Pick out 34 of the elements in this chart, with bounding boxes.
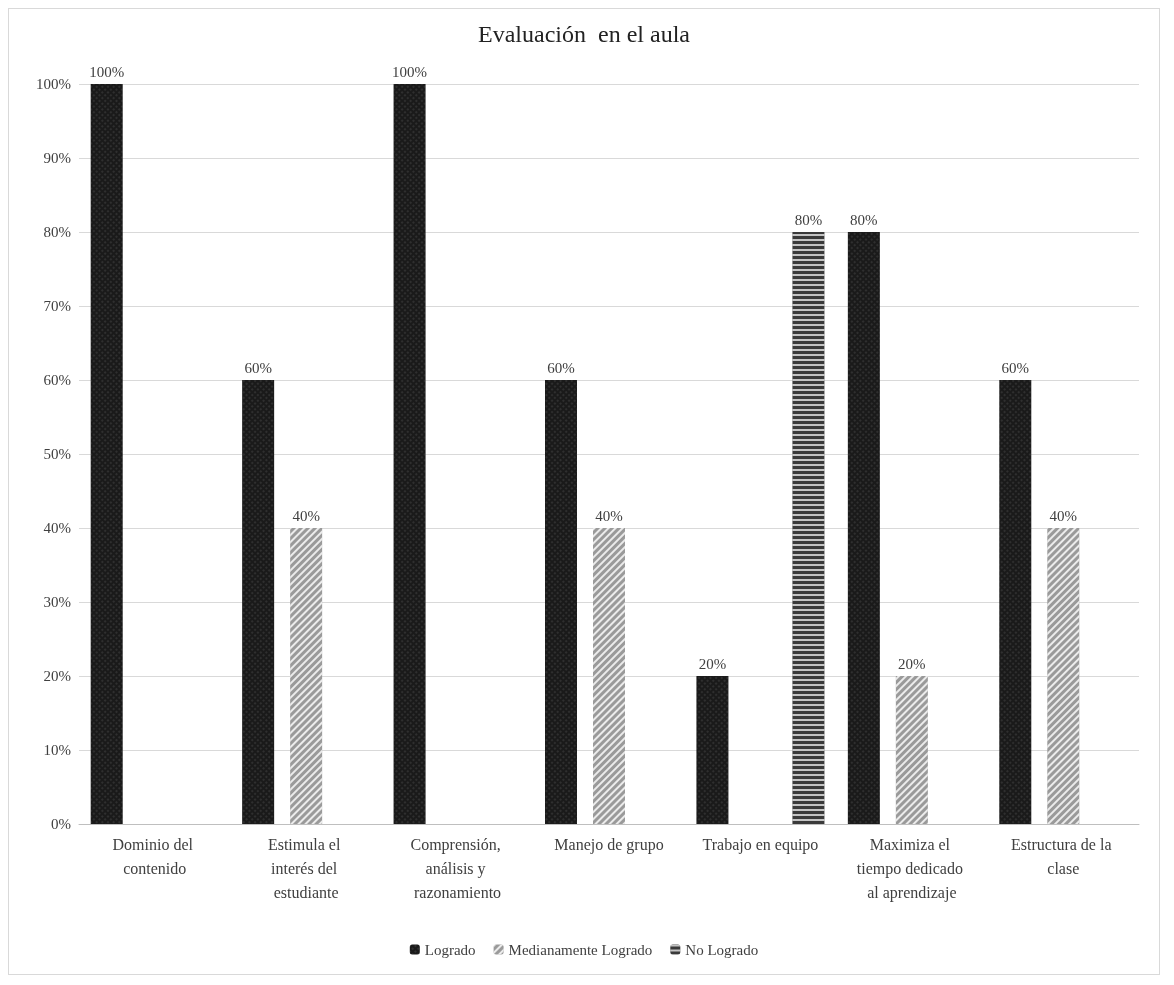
x-tick-label: Maximiza el tiempo dedicado al aprendizaje	[856, 835, 967, 902]
x-tick-label: Trabajo en equipo	[702, 835, 819, 854]
data-label: 60%	[244, 359, 272, 376]
chart-title: Evaluación en el aula	[478, 21, 691, 47]
y-tick-label: 0%	[51, 816, 71, 832]
data-label: 20%	[898, 655, 926, 672]
data-label: 80%	[794, 211, 823, 228]
y-tick-label: 60%	[43, 372, 71, 388]
x-tick-label: Comprensión, análisis y razonamiento	[410, 835, 505, 901]
y-tick-label: 30%	[43, 594, 71, 610]
data-label: 20%	[698, 655, 727, 672]
data-label: 100%	[89, 63, 125, 80]
legend-label: No Logrado	[685, 941, 759, 958]
data-label: 40%	[595, 507, 623, 524]
legend-label: Logrado	[424, 941, 476, 958]
y-tick-label: 100%	[36, 76, 71, 92]
data-label: 60%	[1001, 359, 1030, 376]
x-tick-label: Estimula el interés del estudiante	[267, 835, 345, 901]
legend-label: Medianamente Logrado	[508, 941, 653, 958]
data-label: 40%	[292, 507, 320, 524]
x-tick-label: Manejo de grupo	[554, 835, 664, 854]
y-tick-label: 40%	[43, 520, 71, 536]
x-tick-label: Dominio del contenido	[112, 835, 197, 877]
y-tick-label: 50%	[43, 446, 71, 462]
y-tick-label: 80%	[43, 224, 71, 240]
y-tick-label: 70%	[43, 298, 71, 314]
data-label: 80%	[850, 211, 878, 228]
y-tick-label: 10%	[43, 742, 71, 758]
y-tick-label: 20%	[43, 668, 71, 684]
x-tick-label: Estructura de la clase	[1011, 835, 1116, 877]
data-label: 100%	[392, 63, 428, 80]
y-tick-label: 90%	[43, 150, 71, 166]
data-label: 60%	[547, 359, 575, 376]
data-label: 40%	[1049, 507, 1078, 524]
